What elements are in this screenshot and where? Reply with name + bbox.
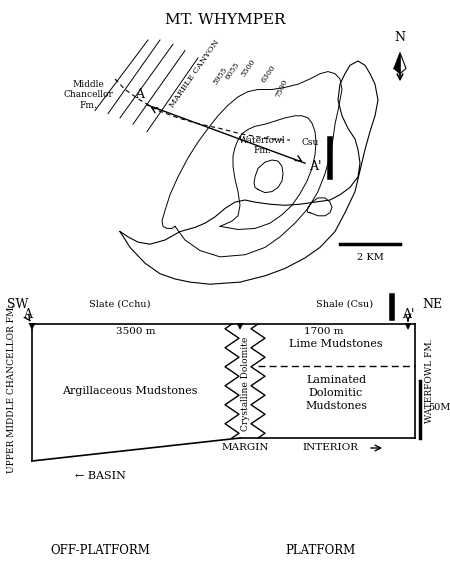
Text: A': A' (402, 308, 414, 320)
Text: 6055: 6055 (223, 60, 241, 81)
Text: 50M: 50M (428, 404, 450, 412)
Polygon shape (394, 52, 400, 74)
Text: 5500: 5500 (239, 57, 257, 78)
Text: A: A (23, 308, 32, 320)
Text: ← BASIN: ← BASIN (75, 471, 126, 481)
Text: PLATFORM: PLATFORM (285, 544, 355, 558)
Text: Shale (Csu): Shale (Csu) (316, 300, 373, 309)
Text: NE: NE (422, 297, 442, 310)
Text: Slate (Cchu): Slate (Cchu) (89, 300, 151, 309)
Text: 5955: 5955 (211, 66, 229, 86)
Text: Laminated
Dolomitic
Mudstones: Laminated Dolomitic Mudstones (305, 375, 367, 411)
Text: 2 KM: 2 KM (356, 253, 383, 262)
Polygon shape (405, 323, 411, 330)
Text: Lime Mudstones: Lime Mudstones (289, 339, 383, 349)
Text: OFF-PLATFORM: OFF-PLATFORM (50, 544, 150, 558)
Text: Waterfowl
Fm.: Waterfowl Fm. (238, 135, 285, 155)
Text: 7500: 7500 (274, 78, 290, 99)
Text: MT. WHYMPER: MT. WHYMPER (165, 13, 285, 26)
Polygon shape (237, 323, 243, 330)
Text: 6300: 6300 (259, 63, 277, 84)
Text: SW: SW (7, 297, 29, 310)
Text: 3500 m: 3500 m (116, 328, 156, 336)
Text: Crystalline Dolomite: Crystalline Dolomite (240, 337, 249, 431)
Text: Argillaceous Mudstones: Argillaceous Mudstones (62, 386, 198, 396)
Polygon shape (28, 323, 36, 330)
Text: N: N (395, 31, 405, 44)
Text: UPPER MIDDLE CHANCELLOR FM.: UPPER MIDDLE CHANCELLOR FM. (8, 304, 17, 472)
Text: A': A' (309, 160, 321, 173)
Text: MARGIN: MARGIN (221, 444, 269, 453)
Text: WATERFOWL FM.: WATERFOWL FM. (426, 339, 435, 423)
Text: Middle
Chancellor
Fm.: Middle Chancellor Fm. (63, 80, 113, 109)
Text: A: A (135, 88, 144, 101)
Text: 1700 m: 1700 m (304, 328, 344, 336)
Text: MARBLE CANYON: MARBLE CANYON (168, 38, 221, 109)
Text: Csu: Csu (302, 138, 320, 147)
Text: INTERIOR: INTERIOR (302, 444, 358, 453)
